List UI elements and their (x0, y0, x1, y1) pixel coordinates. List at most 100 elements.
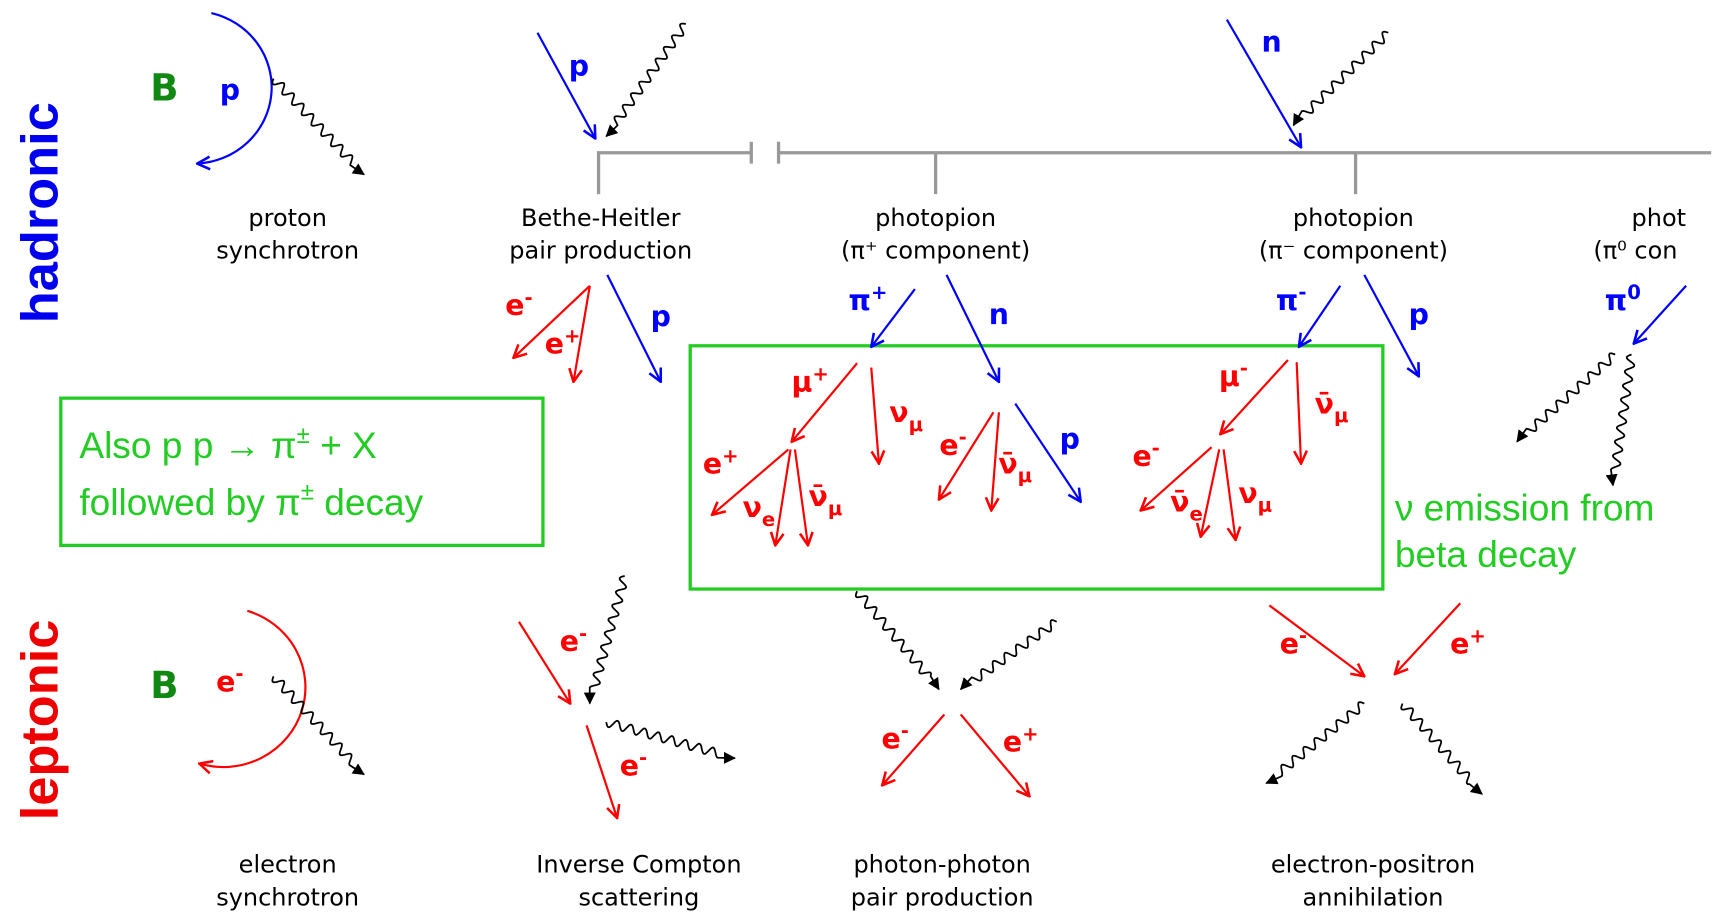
particle-label: μ+ (792, 363, 829, 399)
particle-symbol: π (849, 284, 871, 317)
photon (1400, 703, 1483, 795)
particle-label: e+ (703, 444, 739, 480)
particle-label: π- (1276, 281, 1307, 317)
row-label: leptonic (12, 620, 70, 821)
threshold-line (596, 141, 1712, 195)
photon (271, 78, 365, 176)
b-field: B (150, 664, 178, 707)
particle-label: e- (1280, 624, 1307, 660)
process-label: electron (239, 851, 337, 879)
particle-label: n (989, 298, 1009, 331)
particle-arrow (585, 725, 618, 818)
particle-symbol: p (569, 49, 589, 82)
particle-label: νμ (1238, 477, 1272, 517)
particle-symbol: ν̄ (1170, 486, 1189, 519)
photon (1605, 353, 1636, 487)
particle-symbol: ν (743, 491, 762, 524)
particle-arrow (939, 411, 995, 499)
particle-label: ν̄μ (809, 480, 843, 520)
process-label: synchrotron (216, 237, 359, 265)
note-text: beta decay (1395, 533, 1577, 575)
particle-arrow (959, 713, 1030, 796)
particle-arrow (793, 449, 808, 545)
process-label: (π⁰ con (1593, 237, 1677, 265)
particle-label: e- (1132, 437, 1159, 473)
particle-label: e- (216, 663, 243, 699)
particle-label: p (569, 49, 589, 82)
particle-symbol: π (1276, 284, 1298, 317)
particle-arrow (870, 367, 879, 464)
particle-arrow (1201, 449, 1221, 536)
particle-arrow (1268, 604, 1364, 676)
process-label: photon-photon (853, 851, 1030, 879)
process-label: scattering (578, 883, 699, 911)
photon (854, 590, 940, 691)
superscript: 0 (1627, 281, 1641, 304)
subscript: e (1190, 502, 1203, 525)
particle-label: μ- (1219, 357, 1248, 393)
particle-symbol: e (216, 666, 235, 699)
particle-arrow (775, 449, 792, 545)
superscript: + (1469, 624, 1485, 647)
subscript: μ (828, 497, 842, 520)
note-text: followed by π± decay (79, 479, 423, 523)
process-label: electron-positron (1271, 851, 1475, 879)
superscript: - (1240, 357, 1248, 380)
particle-symbol: μ (1219, 360, 1240, 393)
particle-label: νe (743, 491, 776, 531)
note-part: decay (314, 481, 424, 523)
superscript: + (722, 444, 738, 467)
photon (271, 676, 365, 776)
particle-label: p (651, 300, 671, 333)
particle-symbol: e (939, 429, 958, 462)
note-part: Also p p → π (79, 424, 296, 466)
particle-arrow (1634, 285, 1687, 344)
superscript: - (1299, 624, 1307, 647)
particle-symbol: e (505, 289, 524, 322)
particle-label: ν̄μ (998, 447, 1032, 487)
process-label: photopion (1293, 204, 1414, 232)
particle-arrow (1225, 19, 1301, 148)
particle-label: e- (882, 719, 909, 755)
particle-arrow (1395, 602, 1462, 674)
particle-arrow (882, 713, 946, 785)
particle-symbol: p (1060, 422, 1080, 455)
particle-arrow (1141, 446, 1213, 510)
particle-arrow (573, 285, 591, 382)
note-text: Also p p → π± + X (79, 422, 376, 466)
particle-arrow (606, 274, 660, 382)
particle-symbol: e (620, 750, 639, 783)
subscript: μ (1018, 464, 1032, 487)
particle-arrow (536, 32, 595, 139)
particle-symbol: e (1132, 440, 1151, 473)
superscript: - (1152, 437, 1160, 460)
particle-symbol: μ (792, 366, 813, 399)
process-label: Inverse Compton (536, 851, 741, 879)
particle-arrow (945, 274, 999, 382)
particle-arrow (792, 362, 858, 442)
particle-label: n (1261, 25, 1281, 58)
row-label: hadronic (12, 102, 70, 323)
superscript: - (1298, 281, 1306, 304)
particle-symbol: ν̄ (1315, 387, 1334, 420)
particle-symbol: e (1003, 726, 1022, 759)
superscript: + (564, 325, 580, 348)
particle-symbol: ν (1238, 477, 1257, 510)
photon (583, 575, 627, 705)
particle-label: p (1060, 422, 1080, 455)
particle-symbol: e (882, 722, 901, 755)
superscript: - (639, 747, 647, 770)
particle-label: e- (560, 622, 587, 658)
particle-symbol: ν̄ (809, 480, 828, 513)
particle-label: ν̄μ (1315, 387, 1349, 427)
particle-label: e- (939, 426, 966, 462)
particle-symbol: p (651, 300, 671, 333)
particle-label: ν̄e (1170, 486, 1203, 526)
particle-symbol: e (545, 327, 564, 360)
particle-label: p (220, 73, 240, 106)
process-label: (π⁻ component) (1259, 237, 1448, 265)
process-label: (π⁺ component) (841, 237, 1030, 265)
process-label: pair production (851, 883, 1034, 911)
photon (960, 619, 1058, 691)
superscript: - (579, 622, 587, 645)
